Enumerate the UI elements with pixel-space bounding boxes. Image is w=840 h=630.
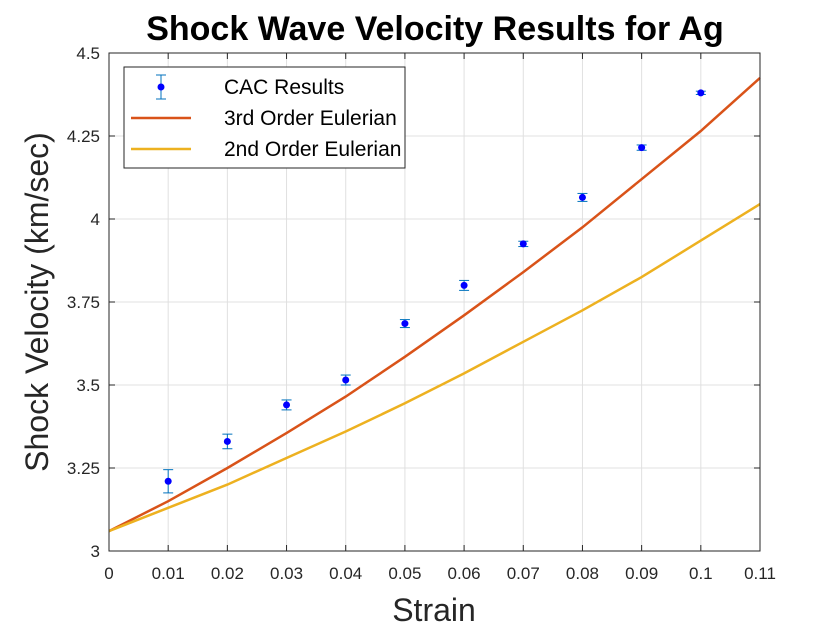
- x-tick-label: 0.06: [448, 564, 481, 583]
- data-point: [401, 320, 409, 328]
- y-axis-label: Shock Velocity (km/sec): [19, 132, 55, 472]
- data-point-group: [222, 433, 233, 450]
- legend-label: CAC Results: [224, 76, 344, 99]
- data-point: [283, 401, 291, 409]
- x-tick-label: 0.02: [211, 564, 244, 583]
- series-line-2nd-order-eulerian: [108, 203, 761, 533]
- data-point-group: [399, 319, 410, 329]
- x-tick-label: 0: [104, 564, 113, 583]
- x-axis-label: Strain: [392, 592, 476, 628]
- grid: [109, 53, 760, 551]
- y-tick-label: 4: [91, 210, 100, 229]
- legend-marker: [157, 83, 165, 91]
- series-line-3rd-order-eulerian: [108, 76, 761, 533]
- legend-entry: 3rd Order Eulerian: [131, 107, 397, 130]
- data-point: [460, 281, 468, 289]
- plot-series: [108, 76, 761, 533]
- data-point: [578, 193, 586, 201]
- data-point-group: [163, 469, 174, 494]
- data-point: [223, 437, 231, 445]
- data-point-group: [281, 399, 292, 411]
- y-tick-label: 3.75: [67, 293, 100, 312]
- data-point: [638, 144, 646, 152]
- legend-label: 3rd Order Eulerian: [224, 107, 397, 130]
- legend: CAC Results 3rd Order Eulerian 2nd Order E…: [123, 66, 406, 169]
- legend-entry: CAC Results: [156, 74, 344, 100]
- data-point-group: [577, 192, 588, 202]
- x-tick-label: 0.07: [507, 564, 540, 583]
- x-tick-label: 0.09: [625, 564, 658, 583]
- y-tick-label: 3.5: [76, 376, 100, 395]
- data-point: [697, 89, 705, 97]
- chart-title: Shock Wave Velocity Results for Ag: [146, 10, 724, 48]
- axis-ticks: 0 0.01 0.02 0.03 0.04 0.05 0.06 0.07 0.08 0.09 0.1…: [67, 44, 776, 583]
- legend-label: 2nd Order Eulerian: [224, 138, 401, 161]
- x-tick-label: 0.08: [566, 564, 599, 583]
- y-tick-label: 3.25: [67, 459, 100, 478]
- data-point: [519, 240, 527, 248]
- x-tick-label: 0.1: [689, 564, 713, 583]
- x-tick-label: 0.03: [270, 564, 303, 583]
- y-tick-label: 3: [91, 542, 100, 561]
- x-tick-label: 0.01: [152, 564, 185, 583]
- data-point: [342, 376, 350, 384]
- x-tick-label: 0.04: [329, 564, 362, 583]
- x-tick-label: 0.11: [744, 564, 776, 583]
- data-point-group: [636, 144, 647, 152]
- y-tick-label: 4.25: [67, 127, 100, 146]
- y-tick-label: 4.5: [76, 44, 100, 63]
- x-tick-label: 0.05: [388, 564, 421, 583]
- data-point-group: [518, 240, 529, 248]
- data-point-group: [340, 374, 351, 386]
- data-point-group: [459, 279, 470, 291]
- data-point-group: [695, 89, 706, 97]
- data-point: [164, 477, 172, 485]
- legend-entry: 2nd Order Eulerian: [131, 138, 401, 161]
